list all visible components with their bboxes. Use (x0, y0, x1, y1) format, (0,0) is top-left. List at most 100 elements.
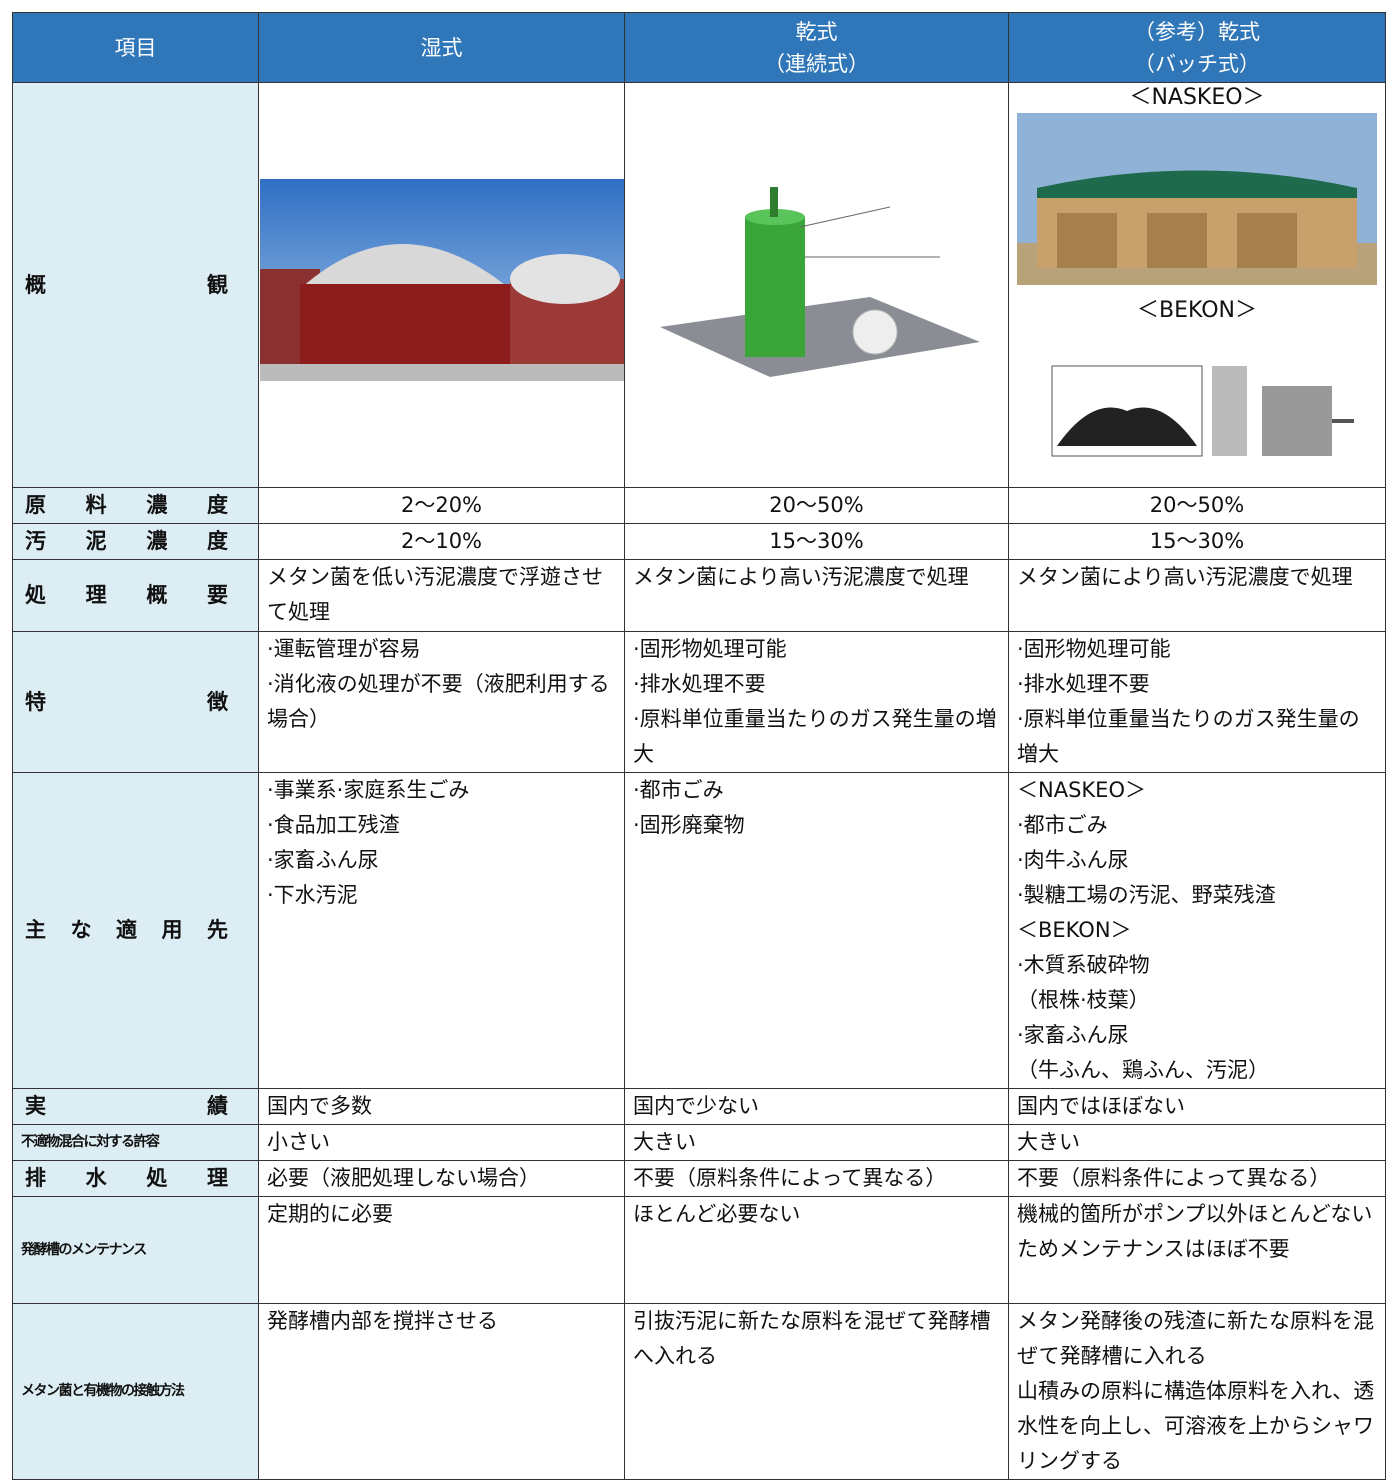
table-cell: 国内ではほぼない (1008, 1088, 1386, 1125)
table-row: メタン菌と有機物の接触方法 発酵槽内部を撹拌させる 引抜汚泥に新たな原料を混ぜて発酵… (12, 1303, 1386, 1480)
header-line: （連続式） (764, 51, 869, 76)
table-row: 処理概要 メタン菌を低い汚泥濃度で浮遊させて処理 メタン菌により高い汚泥濃度で処理 メ… (12, 559, 1386, 632)
cell-line: 15～30% (1149, 529, 1245, 553)
image-cell: ＜NASKEO＞ ＜BEKON＞ (1008, 82, 1386, 488)
photo-wet-digester (259, 178, 624, 381)
cell-line: 必要（液肥処理しない場合） (267, 1166, 540, 1190)
cell-line: ·排水処理不要 (633, 672, 766, 696)
cell-line: 不要（原料条件によって異なる） (633, 1166, 947, 1190)
table-cell: 引抜汚泥に新たな原料を混ぜて発酵槽へ入れる (624, 1303, 1009, 1480)
table-row: 特徴 ·運転管理が容易 ·消化液の処理が不要（液肥利用する場合） ·固形物処理可能 ·排… (12, 631, 1386, 773)
cell-line: ·下水汚泥 (267, 883, 358, 907)
row-label: 排水処理 (12, 1160, 259, 1197)
cell-line: 国内で少ない (633, 1094, 759, 1118)
table-row: 不適物混合に対する許容 小さい 大きい 大きい (12, 1124, 1386, 1161)
cell-line: （牛ふん、鶏ふん、汚泥） (1017, 1058, 1269, 1082)
cell-line: メタン菌により高い汚泥濃度で処理 (1017, 565, 1353, 589)
document: 項目 湿式 乾式 （連続式） （参考）乾式 （バッチ式） 概観 ＜NASKEO＞ ＜BEKO… (12, 12, 1386, 1480)
table-cell: 不要（原料条件によって異なる） (1008, 1160, 1386, 1197)
cell-line: ＜BEKON＞ (1017, 918, 1132, 942)
cell-line: 不要（原料条件によって異なる） (1017, 1166, 1331, 1190)
table-cell: メタン菌により高い汚泥濃度で処理 (1008, 559, 1386, 632)
table-row: 汚泥濃度 2～10% 15～30% 15～30% (12, 523, 1386, 560)
cell-line: ·木質系破砕物 (1017, 953, 1150, 977)
table-cell: 必要（液肥処理しない場合） (258, 1160, 625, 1197)
cell-line: メタン菌を低い汚泥濃度で浮遊させて処理 (267, 565, 603, 624)
cell-line: 発酵槽内部を撹拌させる (267, 1309, 498, 1333)
table-cell: 国内で多数 (258, 1088, 625, 1125)
cell-line: ·固形物処理可能 (633, 637, 787, 661)
overview-row: 概観 ＜NASKEO＞ ＜BEKON＞ (12, 82, 1386, 488)
row-label: 汚泥濃度 (12, 523, 259, 560)
table-cell: 発酵槽内部を撹拌させる (258, 1303, 625, 1480)
table-cell: 大きい (1008, 1124, 1386, 1161)
cell-line: 山積みの原料に構造体原料を入れ、透水性を向上し、可溶液を上からシャワリングする (1017, 1379, 1375, 1473)
cell-line: 引抜汚泥に新たな原料を混ぜて発酵槽へ入れる (633, 1309, 991, 1368)
table-cell: 小さい (258, 1124, 625, 1161)
header-line: 湿式 (420, 35, 463, 60)
image-cell (258, 82, 625, 488)
cell-line: （根株·枝葉） (1017, 988, 1150, 1012)
cell-line: 20～50% (1149, 493, 1245, 517)
table-cell: 15～30% (1008, 523, 1386, 560)
table-row: 発酵槽のメンテナンス 定期的に必要 ほとんど必要ない 機械的箇所がポンプ以外ほとんどな… (12, 1196, 1386, 1304)
table-cell: ·固形物処理可能 ·排水処理不要 ·原料単位重量当たりのガス発生量の増大 (624, 631, 1009, 773)
table-row: 主な適用先 ·事業系·家庭系生ごみ ·食品加工残渣 ·家畜ふん尿 ·下水汚泥 ·都市ごみ ·… (12, 772, 1386, 1089)
diagram-dry-continuous (639, 177, 994, 382)
row-label: メタン菌と有機物の接触方法 (12, 1303, 259, 1480)
cell-line: ·固形廃棄物 (633, 813, 745, 837)
header-row: 項目 湿式 乾式 （連続式） （参考）乾式 （バッチ式） (12, 12, 1386, 83)
caption: ＜NASKEO＞ (1129, 85, 1265, 110)
cell-line: ·原料単位重量当たりのガス発生量の増大 (633, 707, 997, 766)
table-cell: メタン菌により高い汚泥濃度で処理 (624, 559, 1009, 632)
cell-line: 定期的に必要 (267, 1202, 393, 1226)
row-label: 原料濃度 (12, 487, 259, 524)
table-cell: 2～10% (258, 523, 625, 560)
cell-line: 15～30% (769, 529, 864, 553)
table-cell: ·運転管理が容易 ·消化液の処理が不要（液肥利用する場合） (258, 631, 625, 773)
header-cell: 湿式 (258, 12, 625, 83)
header-cell: （参考）乾式 （バッチ式） (1008, 12, 1386, 83)
cell-line: 2～10% (400, 529, 483, 553)
cell-line: ·消化液の処理が不要（液肥利用する場合） (267, 672, 610, 731)
table-cell: 定期的に必要 (258, 1196, 625, 1304)
row-label: 主な適用先 (12, 772, 259, 1089)
table-cell: 2～20% (258, 487, 625, 524)
cell-line: ·家畜ふん尿 (267, 848, 379, 872)
cell-line: 国内ではほぼない (1017, 1094, 1185, 1118)
cell-line: メタン菌により高い汚泥濃度で処理 (633, 565, 969, 589)
cell-line: ＜NASKEO＞ (1017, 778, 1146, 802)
table-cell: メタン菌を低い汚泥濃度で浮遊させて処理 (258, 559, 625, 632)
row-label: 処理概要 (12, 559, 259, 632)
diagram-bekon (1032, 326, 1362, 476)
table-cell: 15～30% (624, 523, 1009, 560)
row-label: 特徴 (12, 631, 259, 773)
image-cell (624, 82, 1009, 488)
cell-line: ·固形物処理可能 (1017, 637, 1171, 661)
row-label: 発酵槽のメンテナンス (12, 1196, 259, 1304)
table-cell: 不要（原料条件によって異なる） (624, 1160, 1009, 1197)
table-cell: 国内で少ない (624, 1088, 1009, 1125)
cell-line: ·都市ごみ (633, 778, 724, 802)
cell-line: 小さい (267, 1130, 330, 1154)
cell-line: ·排水処理不要 (1017, 672, 1150, 696)
table-cell: ＜NASKEO＞ ·都市ごみ ·肉牛ふん尿 ·製糖工場の汚泥、野菜残渣 ＜BEKON＞ ·… (1008, 772, 1386, 1089)
caption: ＜BEKON＞ (1137, 298, 1257, 323)
cell-line: 大きい (1017, 1130, 1080, 1154)
cell-line: ほとんど必要ない (633, 1202, 801, 1226)
header-line: （参考）乾式 (1134, 19, 1260, 44)
cell-line: 2～20% (400, 493, 483, 517)
table-cell: ·固形物処理可能 ·排水処理不要 ·原料単位重量当たりのガス発生量の増大 (1008, 631, 1386, 773)
cell-line: 20～50% (769, 493, 864, 517)
photo-naskeo (1017, 113, 1377, 285)
cell-line: 機械的箇所がポンプ以外ほとんどないためメンテナンスはほぼ不要 (1017, 1202, 1373, 1261)
table-cell: 機械的箇所がポンプ以外ほとんどないためメンテナンスはほぼ不要 (1008, 1196, 1386, 1304)
table-row: 排水処理 必要（液肥処理しない場合） 不要（原料条件によって異なる） 不要（原料条件に… (12, 1160, 1386, 1197)
header-cell: 乾式 （連続式） (624, 12, 1009, 83)
cell-line: ·運転管理が容易 (267, 637, 421, 661)
cell-line: メタン発酵後の残渣に新たな原料を混ぜて発酵槽に入れる (1017, 1309, 1374, 1368)
header-line: 項目 (114, 35, 157, 60)
header-line: （バッチ式） (1134, 51, 1260, 76)
table-cell: メタン発酵後の残渣に新たな原料を混ぜて発酵槽に入れる山積みの原料に構造体原料を入… (1008, 1303, 1386, 1480)
